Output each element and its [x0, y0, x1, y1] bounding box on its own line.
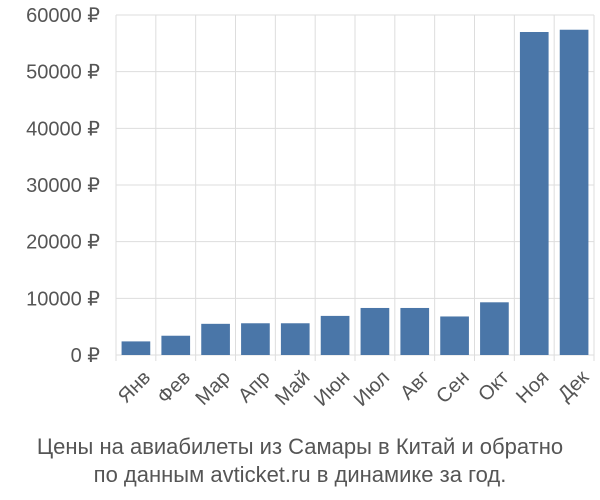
- y-tick-label: 0 ₽: [71, 345, 101, 367]
- bars: [121, 29, 589, 355]
- bar-5: [320, 315, 350, 355]
- chart-caption-line-2: по данным avticket.ru в динамике за год.: [93, 462, 507, 487]
- x-tick-label: Июл: [350, 367, 394, 411]
- x-tick-label: Сен: [432, 367, 473, 408]
- y-tick-label: 30000 ₽: [26, 175, 100, 197]
- x-tick-label: Май: [271, 367, 314, 410]
- grid-lines: [115, 14, 595, 361]
- x-tick-label: Ноя: [512, 367, 553, 408]
- y-tick-label: 50000 ₽: [26, 62, 100, 84]
- bar-1: [161, 335, 191, 355]
- y-tick-label: 40000 ₽: [26, 118, 100, 140]
- y-tick-label: 10000 ₽: [26, 288, 100, 310]
- bar-3: [241, 323, 270, 355]
- x-tick-label: Дек: [554, 366, 593, 405]
- x-tick-label: Фев: [153, 367, 195, 409]
- x-tick-label: Июн: [310, 367, 354, 411]
- bar-11: [559, 29, 589, 355]
- bar-7: [400, 307, 430, 355]
- y-tick-label: 60000 ₽: [26, 5, 100, 27]
- y-axis-tick-labels: 0 ₽ 10000 ₽ 20000 ₽ 30000 ₽ 40000 ₽ 50000 ₽ 60…: [26, 5, 100, 367]
- chart-caption-line-1: Цены на авиабилеты из Самары в Китай и о…: [36, 434, 564, 459]
- bar-0: [121, 341, 151, 355]
- bar-8: [440, 316, 469, 355]
- bar-10: [519, 32, 549, 355]
- bar-6: [360, 307, 390, 355]
- x-tick-label: Окт: [474, 367, 513, 406]
- x-tick-label: Апр: [234, 367, 275, 408]
- bar-4: [280, 323, 310, 355]
- bar-2: [201, 323, 230, 355]
- x-tick-label: Мар: [191, 367, 234, 410]
- bar-9: [480, 302, 509, 355]
- x-tick-label: Янв: [114, 367, 155, 408]
- y-tick-label: 20000 ₽: [26, 232, 100, 254]
- x-tick-label: Авг: [396, 367, 434, 405]
